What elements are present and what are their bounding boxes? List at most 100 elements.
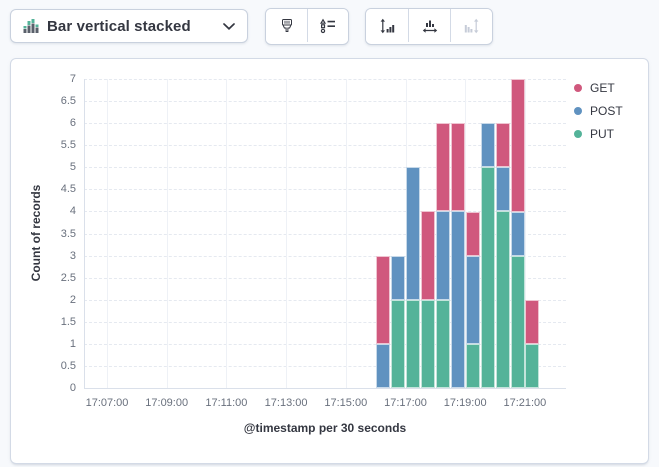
right-axis-button[interactable] xyxy=(450,9,492,42)
gridline-horizontal xyxy=(84,123,566,125)
gridline-vertical xyxy=(166,79,168,388)
bar-segment-post[interactable] xyxy=(450,211,465,388)
legend-settings-button[interactable] xyxy=(307,9,348,42)
gridline-vertical xyxy=(226,79,228,388)
legend-list-icon xyxy=(320,18,336,34)
y-tick-label: 2 xyxy=(69,293,76,306)
bar-segment-put[interactable] xyxy=(510,255,525,388)
x-tick-label: 17:19:00 xyxy=(443,397,487,409)
chart-type-label: Bar vertical stacked xyxy=(47,17,191,35)
bar-17:19:30[interactable] xyxy=(480,123,495,388)
axis-left-icon xyxy=(379,18,395,34)
gridline-horizontal xyxy=(84,299,566,301)
gridline-vertical xyxy=(107,79,108,388)
bar-segment-post[interactable] xyxy=(495,167,510,212)
bar-segment-post[interactable] xyxy=(480,123,495,168)
gridline-horizontal xyxy=(84,365,566,367)
gridline-horizontal xyxy=(84,277,566,279)
paintbrush-icon xyxy=(279,18,295,34)
bar-17:16:30[interactable] xyxy=(391,255,406,388)
legend: GET POST PUT xyxy=(574,81,623,141)
visual-options-button[interactable] xyxy=(266,9,307,42)
legend-label: GET xyxy=(590,81,615,95)
bar-17:18:30[interactable] xyxy=(450,123,465,388)
gridline-horizontal xyxy=(84,79,566,80)
bar-segment-get[interactable] xyxy=(435,123,450,212)
bar-segment-post[interactable] xyxy=(406,167,420,300)
bar-segment-put[interactable] xyxy=(420,299,435,388)
x-tick-label: 17:13:00 xyxy=(264,397,308,409)
gridline-horizontal xyxy=(84,211,566,213)
bar-segment-post[interactable] xyxy=(376,343,391,388)
legend-dot xyxy=(574,84,582,92)
y-axis-title: Count of records xyxy=(29,184,43,282)
bar-segment-put[interactable] xyxy=(495,211,510,388)
bar-17:17:30[interactable] xyxy=(420,211,435,388)
y-tick-label: 6.5 xyxy=(60,95,76,108)
axis-button-group xyxy=(365,8,493,45)
legend-dot xyxy=(574,107,582,115)
bar-segment-get[interactable] xyxy=(495,123,510,168)
bar-segment-put[interactable] xyxy=(406,299,420,388)
gridline-vertical xyxy=(524,79,526,388)
bar-segment-post[interactable] xyxy=(435,211,450,300)
y-tick-label: 0.5 xyxy=(60,359,76,372)
y-axis-line xyxy=(84,79,85,388)
gridline-horizontal xyxy=(84,101,566,103)
bar-segment-get[interactable] xyxy=(420,211,435,300)
gridline-horizontal xyxy=(84,255,566,257)
gridline-horizontal xyxy=(84,233,566,235)
legend-item-get[interactable]: GET xyxy=(574,81,623,95)
x-tick-label: 17:07:00 xyxy=(85,397,129,409)
legend-label: POST xyxy=(590,104,623,118)
bar-segment-put[interactable] xyxy=(525,343,540,388)
y-tick-label: 4.5 xyxy=(60,183,76,196)
bar-segment-post[interactable] xyxy=(465,255,480,344)
bottom-axis-button[interactable] xyxy=(408,9,450,42)
bar-segment-get[interactable] xyxy=(525,299,540,344)
gridline-horizontal xyxy=(84,145,566,147)
bar-17:21:00[interactable] xyxy=(525,299,540,388)
bar-segment-put[interactable] xyxy=(480,167,495,388)
bar-segment-get[interactable] xyxy=(510,79,525,212)
y-tick-label: 6 xyxy=(69,117,76,130)
bar-17:18:00[interactable] xyxy=(435,123,450,388)
bar-segment-post[interactable] xyxy=(391,255,406,300)
x-tick-label: 17:15:00 xyxy=(324,397,368,409)
bar-segment-put[interactable] xyxy=(465,343,480,388)
y-tick-label: 0 xyxy=(69,382,76,394)
bar-segment-put[interactable] xyxy=(391,299,406,388)
left-axis-button[interactable] xyxy=(366,9,408,42)
y-tick-label: 5.5 xyxy=(60,139,76,152)
axis-right-icon xyxy=(464,18,480,34)
bar-17:17:00[interactable] xyxy=(406,167,420,388)
axis-bottom-icon xyxy=(422,18,438,34)
bar-segment-get[interactable] xyxy=(465,211,480,256)
bar-17:19:00[interactable] xyxy=(465,211,480,388)
legend-item-put[interactable]: PUT xyxy=(574,127,623,141)
legend-label: PUT xyxy=(590,127,614,141)
bar-segment-get[interactable] xyxy=(450,123,465,212)
legend-item-post[interactable]: POST xyxy=(574,104,623,118)
gridline-horizontal xyxy=(84,167,566,169)
bar-17:20:30[interactable] xyxy=(510,79,525,388)
bar-segment-post[interactable] xyxy=(510,211,525,256)
y-tick-label: 3.5 xyxy=(60,227,76,240)
gridline-vertical xyxy=(286,79,288,388)
y-tick-label: 3 xyxy=(69,249,76,262)
bar-17:16:00[interactable] xyxy=(376,255,391,388)
y-tick-label: 2.5 xyxy=(60,271,76,284)
chevron-down-icon xyxy=(223,22,235,30)
gridline-horizontal xyxy=(84,189,566,191)
chart-type-dropdown[interactable]: Bar vertical stacked xyxy=(10,9,248,43)
bar-17:20:00[interactable] xyxy=(495,123,510,388)
x-axis-title: @timestamp per 30 seconds xyxy=(243,421,407,435)
y-tick-label: 1.5 xyxy=(60,315,76,328)
y-tick-label: 1 xyxy=(69,337,76,350)
bar-segment-put[interactable] xyxy=(435,299,450,388)
x-tick-label: 17:09:00 xyxy=(145,397,189,409)
bar-segment-get[interactable] xyxy=(376,255,391,344)
x-tick-label: 17:11:00 xyxy=(205,397,248,409)
gridline-horizontal xyxy=(84,321,566,323)
gridline-vertical xyxy=(345,79,347,388)
